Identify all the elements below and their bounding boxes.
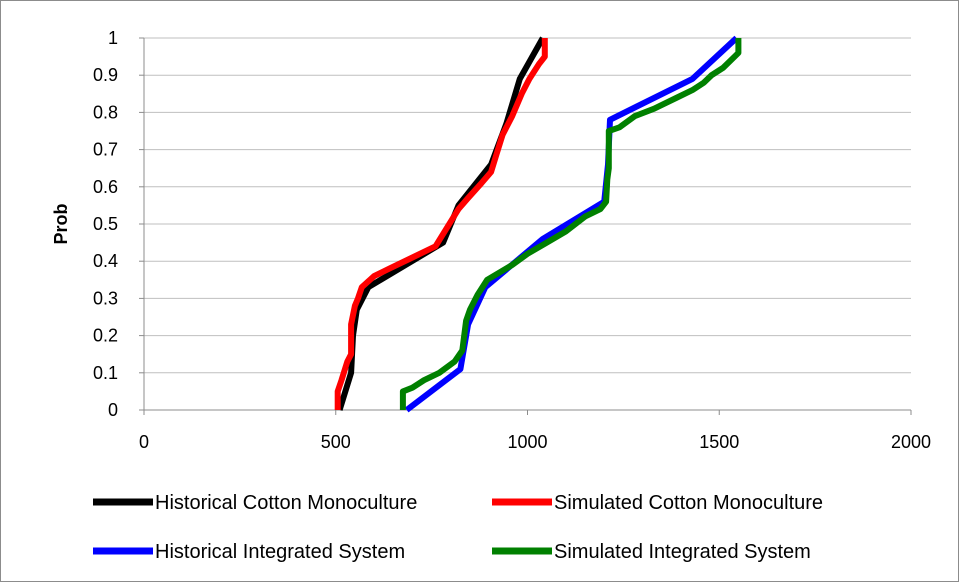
y-tick-label: 0	[108, 400, 118, 420]
legend-label: Historical Integrated System	[155, 541, 405, 563]
x-tick-labels: 0 500 1000 1500 2000	[139, 432, 931, 452]
y-tick-labels: 0 0.1 0.2 0.3 0.4 0.5 0.6 0.7 0.8 0.9 1	[93, 28, 118, 420]
y-tick-label: 0.9	[93, 65, 118, 85]
gridlines	[144, 37, 911, 374]
x-tick-label: 500	[321, 432, 351, 452]
y-tick-label: 0.5	[93, 214, 118, 234]
series-line	[399, 38, 742, 410]
y-tick-label: 0.2	[93, 326, 118, 346]
legend-item: Historical Cotton Monoculture	[93, 492, 417, 514]
legend-label: Historical Cotton Monoculture	[155, 492, 417, 514]
legend-label: Simulated Integrated System	[554, 541, 811, 563]
series-lines	[334, 35, 742, 413]
y-axis-label: Prob	[51, 203, 71, 244]
y-tick-label: 0.4	[93, 251, 118, 271]
y-tick-label: 1	[108, 28, 118, 48]
legend-item: Simulated Cotton Monoculture	[492, 492, 823, 514]
legend-item: Simulated Integrated System	[492, 541, 811, 563]
axes	[139, 37, 912, 415]
x-tick-label: 1000	[507, 432, 547, 452]
y-tick-label: 0.7	[93, 140, 118, 160]
x-tick-label: 2000	[891, 432, 931, 452]
y-tick-label: 0.8	[93, 102, 118, 122]
series-line	[334, 38, 548, 410]
x-tick-label: 0	[139, 432, 149, 452]
legend: Historical Cotton Monoculture Simulated C…	[93, 492, 823, 563]
y-tick-label: 0.6	[93, 177, 118, 197]
x-tick-label: 1500	[699, 432, 739, 452]
y-tick-label: 0.3	[93, 288, 118, 308]
legend-label: Simulated Cotton Monoculture	[554, 492, 823, 514]
legend-item: Historical Integrated System	[93, 541, 405, 563]
y-tick-label: 0.1	[93, 363, 118, 383]
